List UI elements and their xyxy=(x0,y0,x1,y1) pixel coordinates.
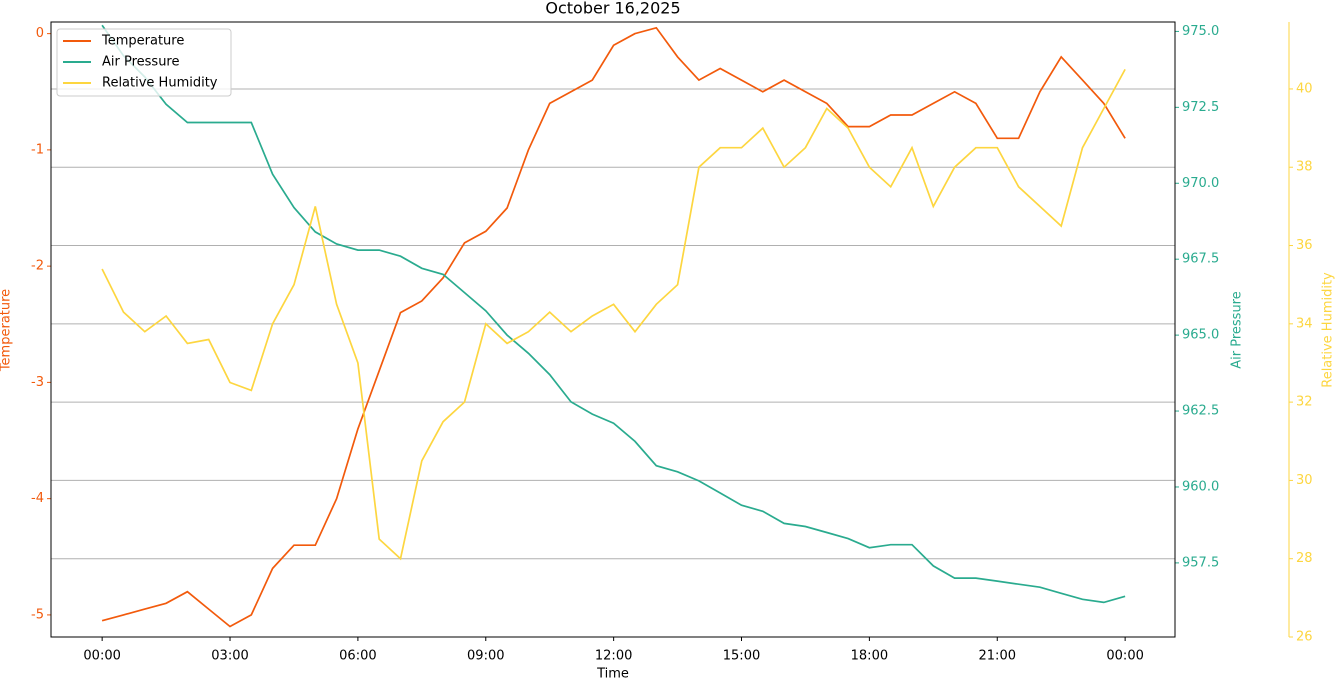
y3-tick-label: 36 xyxy=(1296,238,1313,253)
y2-tick-label: 975.0 xyxy=(1182,24,1219,39)
legend-label: Relative Humidity xyxy=(102,76,218,91)
x-tick-label: 09:00 xyxy=(467,649,504,664)
chart-title: October 16,2025 xyxy=(545,0,680,18)
y2-tick-label: 962.5 xyxy=(1182,404,1219,419)
y2-tick-label: 965.0 xyxy=(1182,328,1219,343)
series-line xyxy=(102,28,1125,627)
y3-tick-label: 28 xyxy=(1296,551,1313,566)
y3-tick-label: 40 xyxy=(1296,81,1313,96)
x-tick-label: 15:00 xyxy=(723,649,760,664)
y2-tick-label: 960.0 xyxy=(1182,479,1219,494)
y-tick-label: -2 xyxy=(31,259,44,274)
x-tick-label: 03:00 xyxy=(211,649,248,664)
y-tick-label: -3 xyxy=(31,375,44,390)
y2-tick-label: 970.0 xyxy=(1182,176,1219,191)
y-tick-label: 0 xyxy=(36,26,44,41)
y-tick-label: -4 xyxy=(31,491,44,506)
y2-axis-label: Air Pressure xyxy=(1230,291,1245,369)
plot-frame xyxy=(51,22,1175,637)
x-tick-label: 18:00 xyxy=(851,649,888,664)
y3-tick-label: 26 xyxy=(1296,630,1313,645)
y2-tick-label: 972.5 xyxy=(1182,100,1219,115)
x-tick-label: 06:00 xyxy=(339,649,376,664)
y2-tick-label: 967.5 xyxy=(1182,252,1219,267)
y-tick-label: -1 xyxy=(31,142,44,157)
y3-axis-label: Relative Humidity xyxy=(1321,272,1335,388)
x-tick-label: 12:00 xyxy=(595,649,632,664)
y3-tick-label: 32 xyxy=(1296,395,1313,410)
y3-tick-label: 34 xyxy=(1296,316,1313,331)
series-line xyxy=(102,25,1125,602)
y3-tick-label: 38 xyxy=(1296,160,1313,175)
x-tick-label: 00:00 xyxy=(83,649,120,664)
series-line xyxy=(102,69,1125,558)
y3-tick-label: 30 xyxy=(1296,473,1313,488)
y-tick-label: -5 xyxy=(31,607,44,622)
x-tick-label: 21:00 xyxy=(979,649,1016,664)
legend-label: Temperature xyxy=(101,34,184,49)
y2-tick-label: 957.5 xyxy=(1182,555,1219,570)
x-tick-label: 00:00 xyxy=(1106,649,1143,664)
legend-label: Air Pressure xyxy=(102,55,180,70)
y-axis-label: Temperature xyxy=(0,289,14,372)
x-axis-label: Time xyxy=(596,667,629,682)
